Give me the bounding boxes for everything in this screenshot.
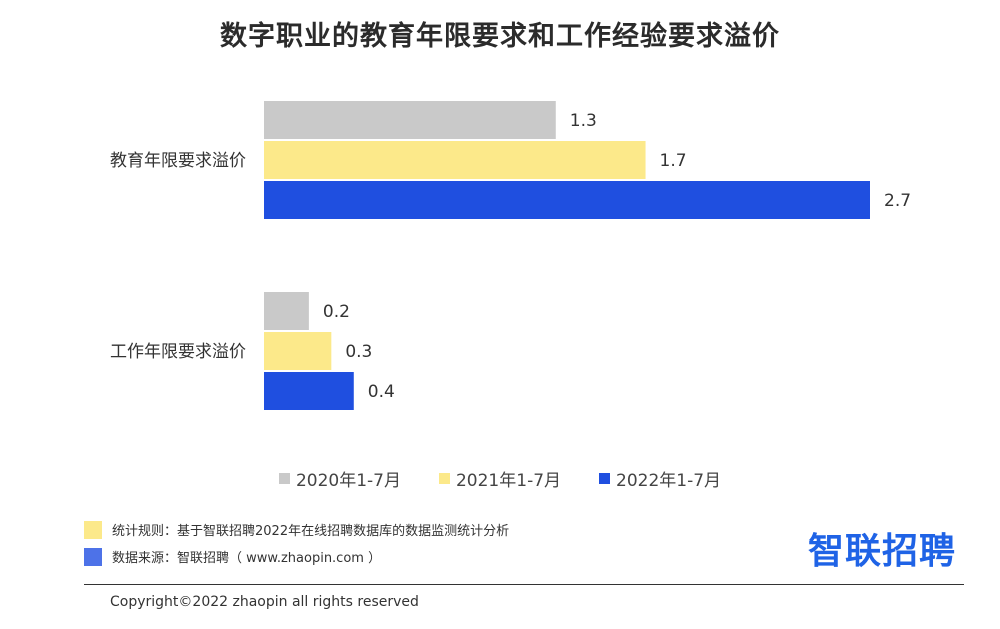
note-data-source-text: 数据来源：智联招聘（ www.zhaopin.com ） [112,551,382,566]
note-data-source: 数据来源：智联招聘（ www.zhaopin.com ） [84,543,509,570]
note-stat-rule-text: 统计规则：基于智联招聘2022年在线招聘数据库的数据监测统计分析 [112,524,510,539]
bar [264,181,870,219]
copyright-text: Copyright©2022 zhaopin all rights reserv… [110,594,419,610]
footnotes: 统计规则：基于智联招聘2022年在线招聘数据库的数据监测统计分析 数据来源：智联… [84,516,509,570]
chart-title: 数字职业的教育年限要求和工作经验要求溢价 [220,21,780,52]
note-swatch-yellow [84,520,102,539]
bar [264,101,556,139]
category-label: 工作年限要求溢价 [110,342,246,362]
legend-swatch-2020 [278,473,290,484]
legend-label-2022: 2022年1-7月 [616,471,722,491]
data-label: 1.7 [660,151,687,171]
legend-label-2020: 2020年1-7月 [295,471,401,491]
footer-divider [84,584,964,585]
category-label: 教育年限要求溢价 [110,151,246,171]
legend-item-2022: 2022年1-7月 [599,466,721,491]
legend-item-2020: 2020年1-7月 [278,466,401,491]
data-label: 1.3 [570,111,597,131]
bar [264,141,646,179]
legend-swatch-2022 [599,473,611,484]
bar [264,372,354,410]
data-label: 0.2 [323,302,350,322]
bar-chart: 教育年限要求溢价 1.3 1.7 2.7 工作年限要求溢价 0.2 0.3 0.4 [110,101,911,410]
zhaopin-logo: 智联招聘 [808,531,957,572]
data-label: 0.3 [345,342,372,362]
legend-item-2021: 2021年1-7月 [438,466,562,491]
note-stat-rule: 统计规则：基于智联招聘2022年在线招聘数据库的数据监测统计分析 [84,516,509,543]
legend-swatch-2021 [438,473,450,484]
bar [264,332,332,370]
bar [264,292,309,330]
note-swatch-blue [84,547,102,566]
data-label: 2.7 [884,191,911,211]
data-label: 0.4 [368,382,395,402]
legend-label-2021: 2021年1-7月 [455,471,562,491]
chart-legend: 2020年1-7月 2021年1-7月 2022年1-7月 [0,466,1000,491]
